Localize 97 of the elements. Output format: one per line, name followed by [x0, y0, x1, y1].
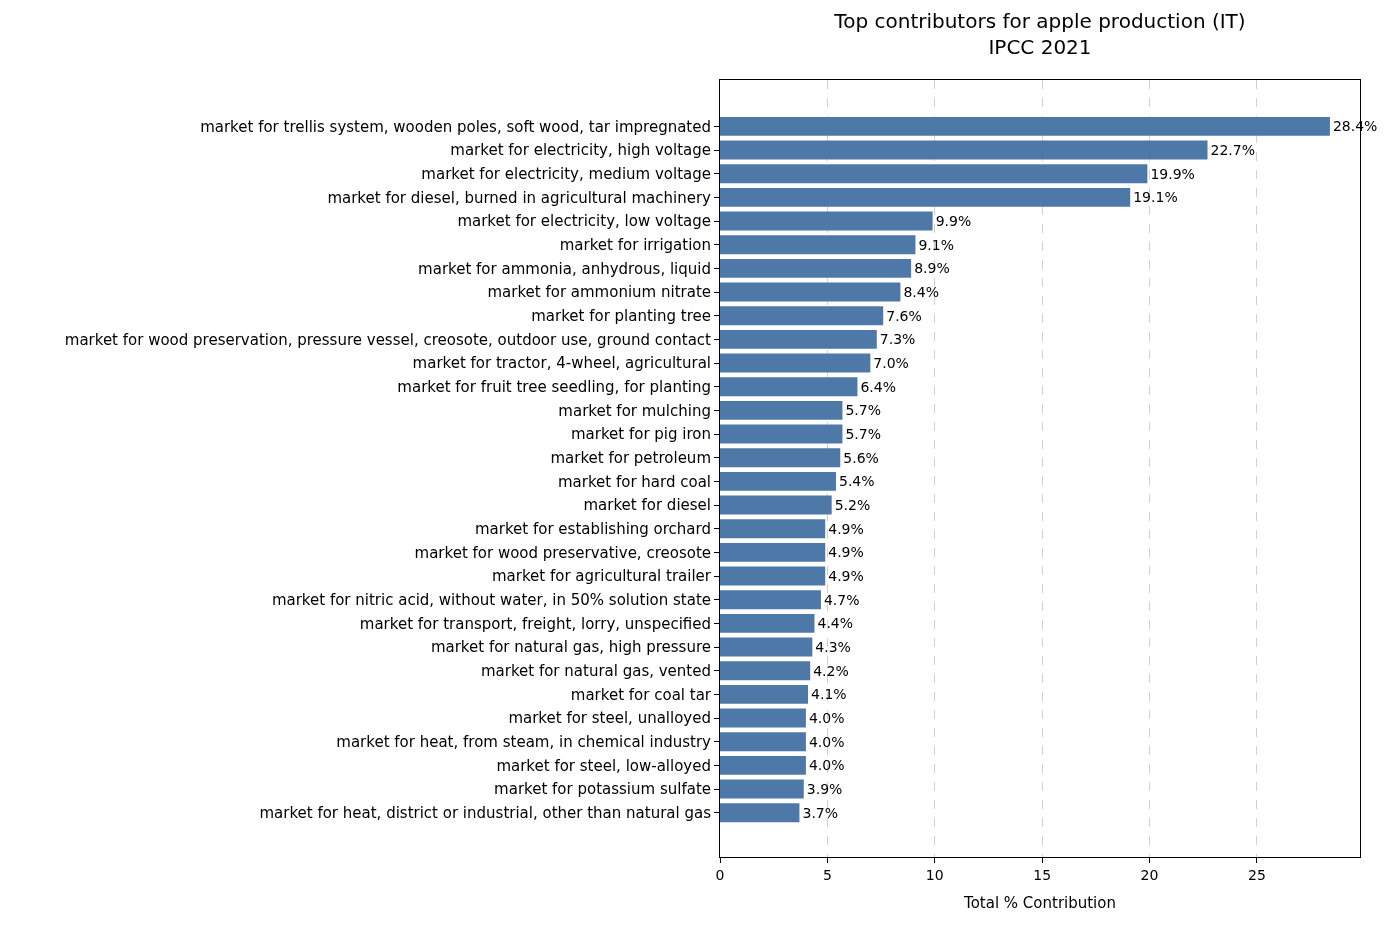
- y-tick-label: market for hard coal: [557, 472, 711, 491]
- bar: [720, 282, 901, 302]
- bar: [720, 613, 815, 633]
- bar: [720, 353, 871, 373]
- bar: [720, 519, 826, 539]
- data-label: 4.9%: [828, 544, 864, 561]
- data-label: 4.2%: [813, 662, 849, 679]
- y-tick-label: market for establishing orchard: [474, 519, 711, 538]
- bar: [720, 140, 1208, 160]
- data-label: 4.0%: [808, 757, 845, 774]
- x-tick-label: 10: [925, 866, 944, 883]
- y-tick-label: market for pig iron: [570, 425, 711, 444]
- data-label: 7.0%: [873, 355, 909, 372]
- bar: [720, 448, 841, 468]
- bar: [720, 590, 821, 610]
- chart-title: Top contributors for apple production (IT) IPCC 2021: [833, 8, 1246, 59]
- y-tick-label: market for heat, district or industrial, other than natural gas: [259, 803, 712, 822]
- data-label: 5.2%: [834, 497, 871, 514]
- bar: [720, 377, 858, 397]
- data-label: 5.6%: [843, 449, 879, 466]
- y-tick-label: market for electricity, low voltage: [457, 212, 711, 231]
- y-tick-label: market for steel, low-alloyed: [496, 756, 711, 775]
- bar: [720, 258, 912, 278]
- y-tick-label: market for ammonium nitrate: [487, 283, 711, 302]
- y-tick-label: market for irrigation: [559, 235, 711, 254]
- data-label: 22.7%: [1210, 142, 1255, 159]
- data-label: 7.3%: [879, 331, 916, 348]
- bar: [720, 116, 1330, 136]
- x-tick-label: 5: [822, 866, 832, 883]
- y-tick-label: market for electricity, high voltage: [450, 141, 711, 160]
- bar: [720, 779, 804, 799]
- y-tick-label: market for transport, freight, lorry, unspecified: [359, 614, 711, 633]
- data-label: 19.1%: [1133, 189, 1178, 206]
- data-label: 4.0%: [808, 710, 845, 727]
- y-tick-label: market for heat, from steam, in chemical industry: [336, 732, 712, 751]
- data-label: 3.9%: [806, 781, 843, 798]
- bar: [720, 708, 806, 728]
- data-label: 8.4%: [903, 284, 939, 301]
- bar: [720, 755, 806, 775]
- x-tick-label: 15: [1033, 866, 1052, 883]
- bar: [720, 732, 806, 752]
- bar: [720, 471, 836, 491]
- bar: [720, 329, 877, 349]
- bar: [720, 661, 811, 681]
- bar: [720, 235, 916, 255]
- bar: [720, 424, 843, 444]
- y-tick-label: market for agricultural trailer: [491, 567, 712, 586]
- bar: [720, 400, 843, 420]
- data-label: 3.7%: [802, 804, 839, 821]
- bar: [720, 637, 813, 657]
- y-tick-label: market for natural gas, vented: [480, 661, 711, 680]
- data-label: 6.4%: [860, 378, 897, 395]
- y-tick-label: market for diesel: [583, 496, 711, 515]
- y-tick-label: market for fruit tree seedling, for planting: [397, 377, 711, 396]
- y-tick-label: market for potassium sulfate: [494, 780, 711, 799]
- data-label: 19.9%: [1150, 165, 1195, 182]
- data-label: 9.9%: [935, 213, 972, 230]
- data-label: 8.9%: [914, 260, 950, 277]
- y-tick-label: market for ammonia, anhydrous, liquid: [418, 259, 711, 278]
- data-label: 4.1%: [811, 686, 847, 703]
- y-tick-label: market for natural gas, high pressure: [430, 638, 711, 657]
- bar: [720, 211, 933, 231]
- data-label: 5.7%: [845, 402, 881, 419]
- x-axis-title: Total % Contribution: [963, 893, 1116, 912]
- y-tick-label: market for planting tree: [531, 306, 711, 325]
- bar: [720, 684, 809, 704]
- y-tick-label: market for diesel, burned in agricultural machinery: [327, 188, 712, 207]
- bar: [720, 164, 1148, 184]
- y-tick-label: market for mulching: [558, 401, 711, 420]
- bar: [720, 306, 884, 326]
- y-tick-label: market for tractor, 4-wheel, agricultural: [412, 354, 711, 373]
- data-label: 4.0%: [808, 733, 845, 750]
- x-tick-label: 0: [715, 866, 725, 883]
- data-label: 4.9%: [828, 520, 864, 537]
- data-label: 5.4%: [838, 473, 875, 490]
- data-label: 4.4%: [817, 615, 854, 632]
- bar: [720, 187, 1131, 207]
- y-tick-label: market for wood preservation, pressure vessel, creosote, outdoor use, ground contact: [64, 330, 712, 349]
- data-label: 4.7%: [823, 591, 860, 608]
- data-label: 4.3%: [815, 639, 851, 656]
- y-tick-label: market for coal tar: [570, 685, 712, 704]
- bar: [720, 803, 800, 823]
- data-label: 4.9%: [828, 568, 864, 585]
- x-tick-label: 25: [1248, 866, 1266, 883]
- y-tick-label: market for steel, unalloyed: [508, 709, 711, 728]
- y-tick-label: market for petroleum: [550, 448, 711, 467]
- bar: [720, 566, 826, 586]
- x-tick-label: 20: [1140, 866, 1159, 883]
- y-tick-label: market for nitric acid, without water, in 50% solution state: [271, 590, 711, 609]
- data-label: 5.7%: [845, 426, 881, 443]
- bar: [720, 542, 826, 562]
- y-tick-label: market for wood preservative, creosote: [414, 543, 711, 562]
- y-tick-label: market for trellis system, wooden poles, soft wood, tar impregnated: [200, 117, 711, 136]
- bar: [720, 495, 832, 515]
- data-label: 7.6%: [886, 307, 922, 324]
- data-label: 9.1%: [918, 236, 955, 253]
- y-tick-label: market for electricity, medium voltage: [421, 164, 711, 183]
